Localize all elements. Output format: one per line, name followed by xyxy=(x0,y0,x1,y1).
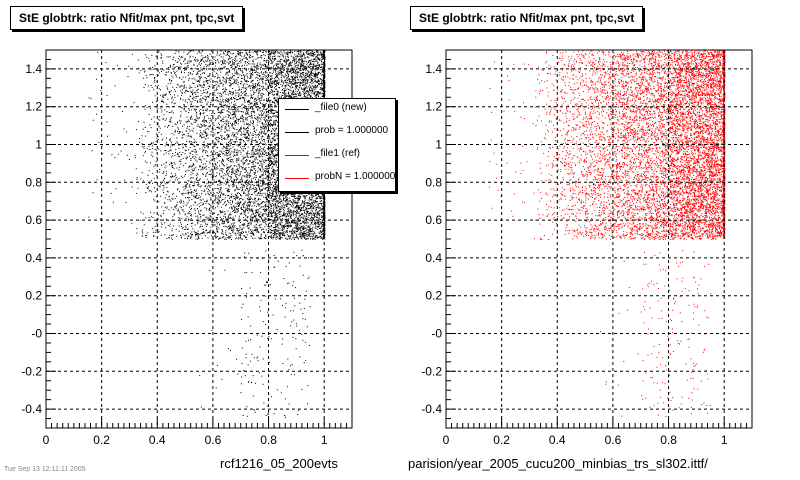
y-tick-label: 1.4 xyxy=(25,62,42,76)
scatter-points xyxy=(488,50,726,417)
y-tick-label: 0.2 xyxy=(425,289,442,303)
legend-label: _file0 (new) xyxy=(315,102,367,113)
legend-swatch xyxy=(285,109,309,110)
x-tick-label: 0.6 xyxy=(605,433,622,447)
legend-entry: _file0 (new) xyxy=(279,99,395,121)
y-tick-label: 0.4 xyxy=(425,251,442,265)
legend-label: probN = 1.000000 xyxy=(315,171,396,182)
x-tick-label: 0.8 xyxy=(260,433,277,447)
y-tick-label: -0.2 xyxy=(21,364,42,378)
axis-ticks xyxy=(45,49,353,429)
chart-panel-left: StE globtrk: ratio Nfit/max pnt, tpc,svt… xyxy=(10,6,396,471)
legend-entry: _file1 (ref) xyxy=(279,145,395,167)
scatter-plot-left: 0 0.2 0.4 0.6 0.8 1 -0.4 -0.2 -0 0.2 0.4 0.6 0.8 1 1.2… xyxy=(21,49,353,447)
y-tick-label: 1 xyxy=(35,138,42,152)
x-tick-label: 0.2 xyxy=(493,433,510,447)
legend-entry: prob = 1.000000 xyxy=(279,122,395,144)
legend-label: prob = 1.000000 xyxy=(315,125,389,136)
chart-title-left: StE globtrk: ratio Nfit/max pnt, tpc,svt xyxy=(10,6,244,30)
x-tick-label: 1 xyxy=(321,433,328,447)
x-tick-label: 0.8 xyxy=(660,433,677,447)
scatter-plot-right: 0 0.2 0.4 0.6 0.8 1 -0.4 -0.2 -0 0.2 0.4 0.6 0.8 1 1.2… xyxy=(421,49,753,447)
y-tick-label: -0.4 xyxy=(421,402,442,416)
y-tick-label: 1.2 xyxy=(425,100,442,114)
x-tick-label: 0.4 xyxy=(549,433,566,447)
legend-swatch xyxy=(285,155,309,156)
y-tick-label: 0.6 xyxy=(25,213,42,227)
y-tick-label: 0.8 xyxy=(425,175,442,189)
x-tick-label: 0.4 xyxy=(149,433,166,447)
x-tick-label: 0 xyxy=(443,433,450,447)
grid-lines xyxy=(446,50,752,428)
legend-entry: probN = 1.000000 xyxy=(279,168,396,190)
x-axis-label-right: parision/year_2005_cucu200_minbias_trs_s… xyxy=(408,456,708,471)
scatter-marks xyxy=(488,50,726,417)
y-tick-label: -0 xyxy=(431,327,442,341)
y-tick-label: 0.8 xyxy=(25,175,42,189)
legend: _file0 (new) prob = 1.000000 _file1 (ref… xyxy=(278,98,396,192)
y-tick-label: -0.2 xyxy=(421,364,442,378)
y-tick-label: 1.2 xyxy=(25,100,42,114)
x-tick-label: 0.2 xyxy=(93,433,110,447)
chart-title-right: StE globtrk: ratio Nfit/max pnt, tpc,svt xyxy=(410,6,644,30)
y-tick-label: 0.4 xyxy=(25,251,42,265)
axis-ticks xyxy=(445,49,753,429)
legend-swatch xyxy=(285,132,309,133)
y-tick-label: 1 xyxy=(435,138,442,152)
x-axis-label-left: rcf1216_05_200evts xyxy=(220,456,338,471)
y-tick-label: 1.4 xyxy=(425,62,442,76)
y-tick-label: -0 xyxy=(31,327,42,341)
y-tick-label: -0.4 xyxy=(21,402,42,416)
y-tick-label: 0.6 xyxy=(425,213,442,227)
x-tick-label: 0.6 xyxy=(205,433,222,447)
footer-timestamp: Tue Sep 13 12:11:11 2005 xyxy=(4,466,86,473)
x-tick-label: 1 xyxy=(721,433,728,447)
y-tick-label: 0.2 xyxy=(25,289,42,303)
legend-label: _file1 (ref) xyxy=(315,148,361,159)
chart-panel-right: StE globtrk: ratio Nfit/max pnt, tpc,svt… xyxy=(400,0,800,480)
x-tick-label: 0 xyxy=(43,433,50,447)
legend-swatch xyxy=(285,178,309,179)
